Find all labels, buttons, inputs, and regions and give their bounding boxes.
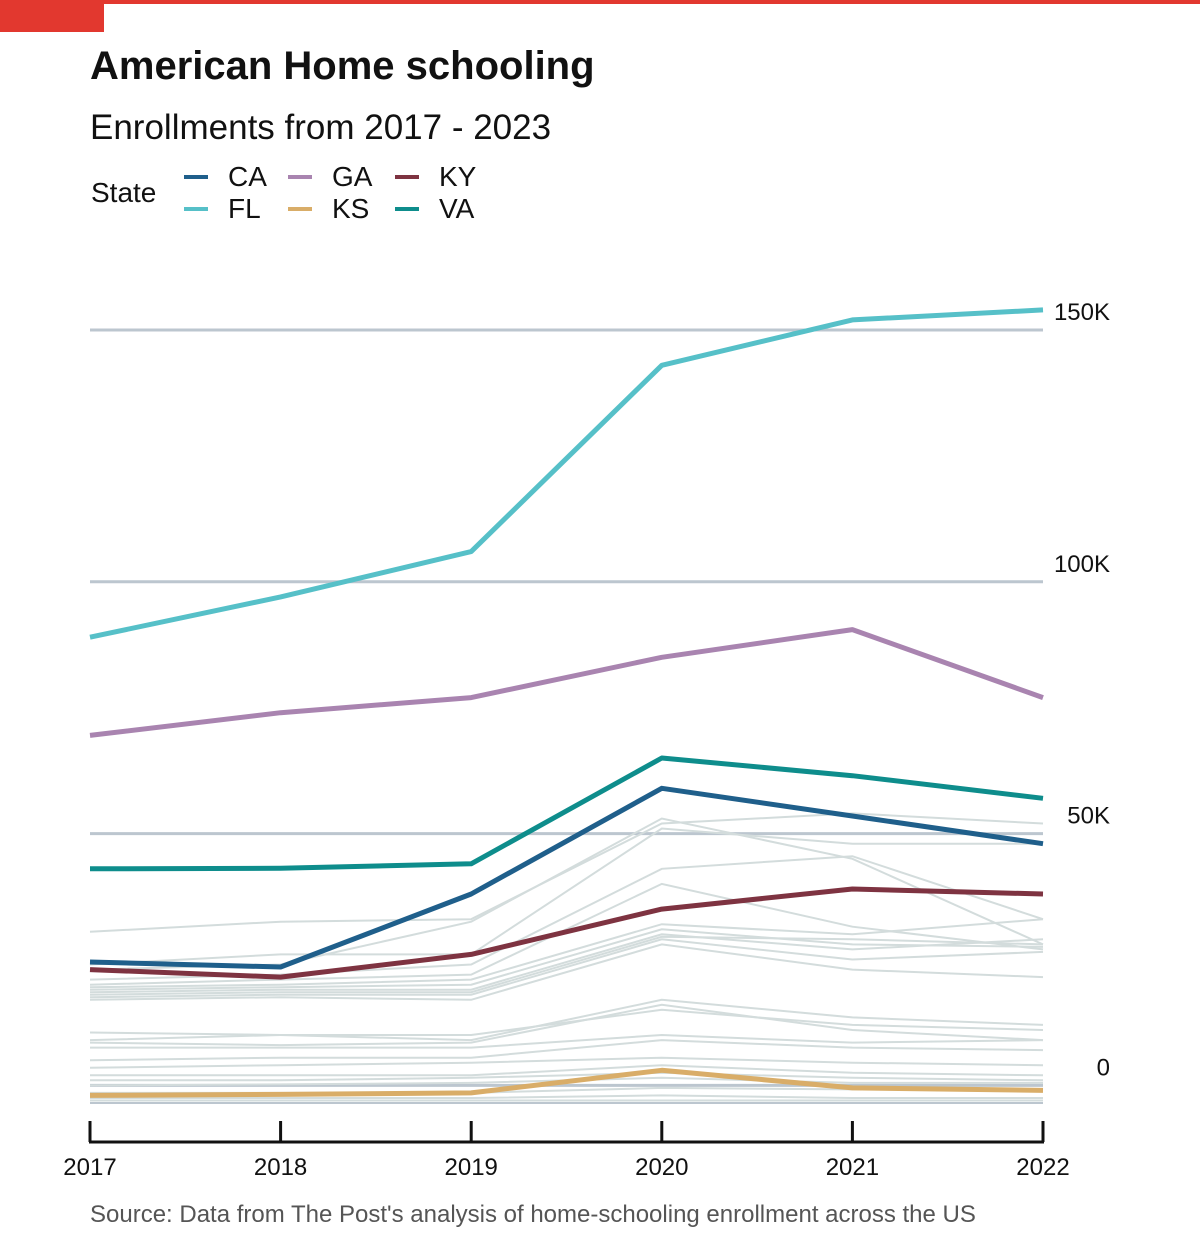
legend-item-va: VA bbox=[395, 193, 474, 225]
background-series-line bbox=[90, 1094, 1043, 1099]
background-series-line bbox=[89, 812, 1044, 933]
background-series-line bbox=[90, 1064, 1044, 1077]
source-note: Source: Data from The Post's analysis of… bbox=[90, 1201, 976, 1228]
background-series-line bbox=[89, 943, 1044, 1001]
x-tick-label-2019: 2019 bbox=[445, 1154, 498, 1181]
series-line-ks bbox=[89, 1067, 1044, 1098]
legend-label-va: VA bbox=[439, 193, 475, 224]
background-series-line bbox=[89, 827, 1043, 966]
background-series-line bbox=[89, 935, 1044, 996]
legend-swatch-ky bbox=[395, 175, 419, 179]
legend-swatch-ga bbox=[288, 175, 312, 179]
background-series-line bbox=[89, 918, 1044, 989]
background-series-line bbox=[89, 1003, 1044, 1047]
legend-label-ks: KS bbox=[332, 193, 370, 224]
background-series-line bbox=[89, 998, 1044, 1042]
series-line-va bbox=[89, 755, 1044, 872]
y-tick-label-150k: 150K bbox=[1054, 299, 1110, 326]
background-series-line bbox=[89, 928, 1044, 991]
series-line-ca bbox=[89, 785, 1044, 970]
series-line-fl bbox=[89, 307, 1044, 640]
y-tick-label-50k: 50K bbox=[1067, 803, 1110, 830]
legend-item-ky: KY bbox=[395, 161, 476, 193]
background-series-line bbox=[89, 1056, 1044, 1069]
legend: State CA FL GA KS KY VA bbox=[90, 160, 690, 230]
y-tick-label-100k: 100K bbox=[1054, 551, 1110, 578]
legend-label-ga: GA bbox=[332, 161, 373, 192]
y-tick-label-0: 0 bbox=[1097, 1054, 1110, 1081]
x-tick-label-2020: 2020 bbox=[635, 1154, 688, 1181]
series-line-ga bbox=[89, 627, 1044, 738]
legend-swatch-fl bbox=[184, 207, 208, 211]
legend-item-ca: CA bbox=[184, 161, 267, 193]
legend-swatch-va bbox=[395, 207, 419, 211]
background-series-line bbox=[89, 1039, 1044, 1062]
legend-label-fl: FL bbox=[228, 193, 261, 224]
background-series-line bbox=[89, 933, 1044, 994]
x-tick-label-2022: 2022 bbox=[1016, 1154, 1069, 1181]
background-series-line bbox=[90, 1071, 1044, 1082]
chart-title: American Home schooling bbox=[90, 44, 595, 88]
legend-swatch-ks bbox=[288, 207, 312, 211]
legend-item-fl: FL bbox=[184, 193, 261, 225]
background-series-line bbox=[89, 1008, 1044, 1042]
legend-label-ky: KY bbox=[439, 161, 477, 192]
legend-title: State bbox=[91, 177, 157, 208]
x-tick-label-2021: 2021 bbox=[826, 1154, 879, 1181]
top-accent-bar bbox=[0, 0, 1200, 4]
x-tick-label-2017: 2017 bbox=[63, 1154, 116, 1181]
chart-subtitle: Enrollments from 2017 - 2023 bbox=[90, 108, 552, 147]
legend-item-ks: KS bbox=[288, 193, 369, 225]
brand-accent-block bbox=[0, 0, 104, 32]
series-line-ky bbox=[89, 886, 1044, 980]
background-series-line bbox=[90, 1033, 1044, 1049]
x-tick-label-2018: 2018 bbox=[254, 1154, 307, 1181]
legend-swatch-ca bbox=[184, 175, 208, 179]
legend-item-ga: GA bbox=[288, 161, 372, 193]
background-series-line bbox=[89, 938, 1044, 999]
legend-label-ca: CA bbox=[228, 161, 267, 192]
